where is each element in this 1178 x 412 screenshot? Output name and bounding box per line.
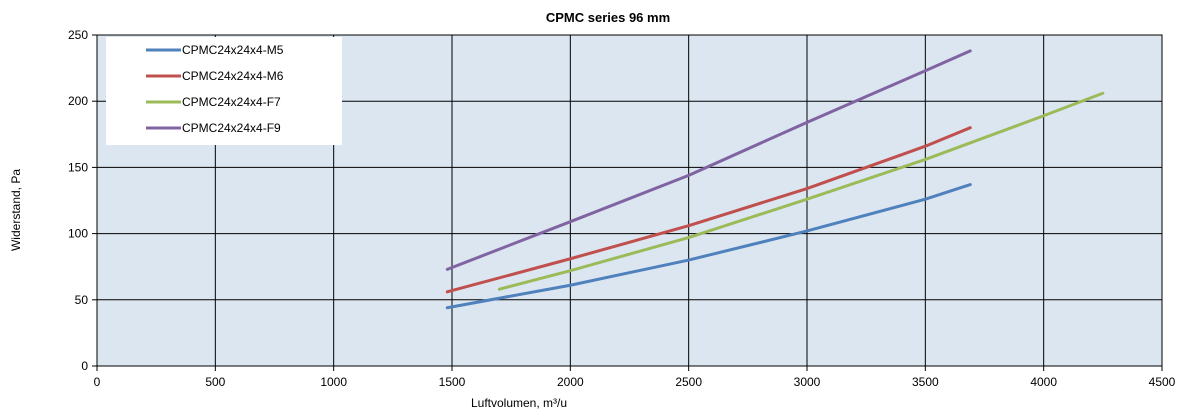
x-ticks: 0 500 1000 1500 2000 2500 3000 3500 4000 4500 xyxy=(94,366,1176,389)
y-axis-label: Widerstand, Pa xyxy=(9,169,23,251)
legend-label: CPMC24x24x4-F7 xyxy=(182,95,281,109)
y-tick-label: 100 xyxy=(68,227,88,241)
x-tick-label: 4000 xyxy=(1030,375,1057,389)
grid xyxy=(96,34,1163,367)
chart-title: CPMC series 96 mm xyxy=(546,10,670,25)
legend-label: CPMC24x24x4-M5 xyxy=(182,43,284,57)
y-tick-label: 50 xyxy=(75,293,89,307)
legend-box xyxy=(106,37,342,145)
y-tick-label: 0 xyxy=(81,359,88,373)
series-lines xyxy=(445,49,1105,310)
x-tick-label: 1000 xyxy=(320,375,347,389)
x-tick-label: 0 xyxy=(94,375,101,389)
y-tick-label: 250 xyxy=(68,28,88,42)
x-tick-label: 4500 xyxy=(1149,375,1176,389)
x-tick-label: 500 xyxy=(205,375,225,389)
y-ticks: 0 50 100 150 200 250 xyxy=(68,28,97,373)
series-line xyxy=(445,183,972,310)
x-tick-label: 3500 xyxy=(912,375,939,389)
legend-label: CPMC24x24x4-M6 xyxy=(182,69,284,83)
x-tick-label: 2000 xyxy=(557,375,584,389)
x-tick-label: 2500 xyxy=(675,375,702,389)
y-tick-label: 200 xyxy=(68,94,88,108)
legend-label: CPMC24x24x4-F9 xyxy=(182,121,281,135)
series-line xyxy=(445,49,972,271)
x-axis-label: Luftvolumen, m³/u xyxy=(471,396,567,410)
series-line xyxy=(497,91,1105,291)
legend: CPMC24x24x4-M5 CPMC24x24x4-M6 CPMC24x24x4-… xyxy=(106,37,342,145)
series-line xyxy=(445,126,972,294)
y-tick-label: 150 xyxy=(68,160,88,174)
x-tick-label: 3000 xyxy=(794,375,821,389)
x-tick-label: 1500 xyxy=(439,375,466,389)
